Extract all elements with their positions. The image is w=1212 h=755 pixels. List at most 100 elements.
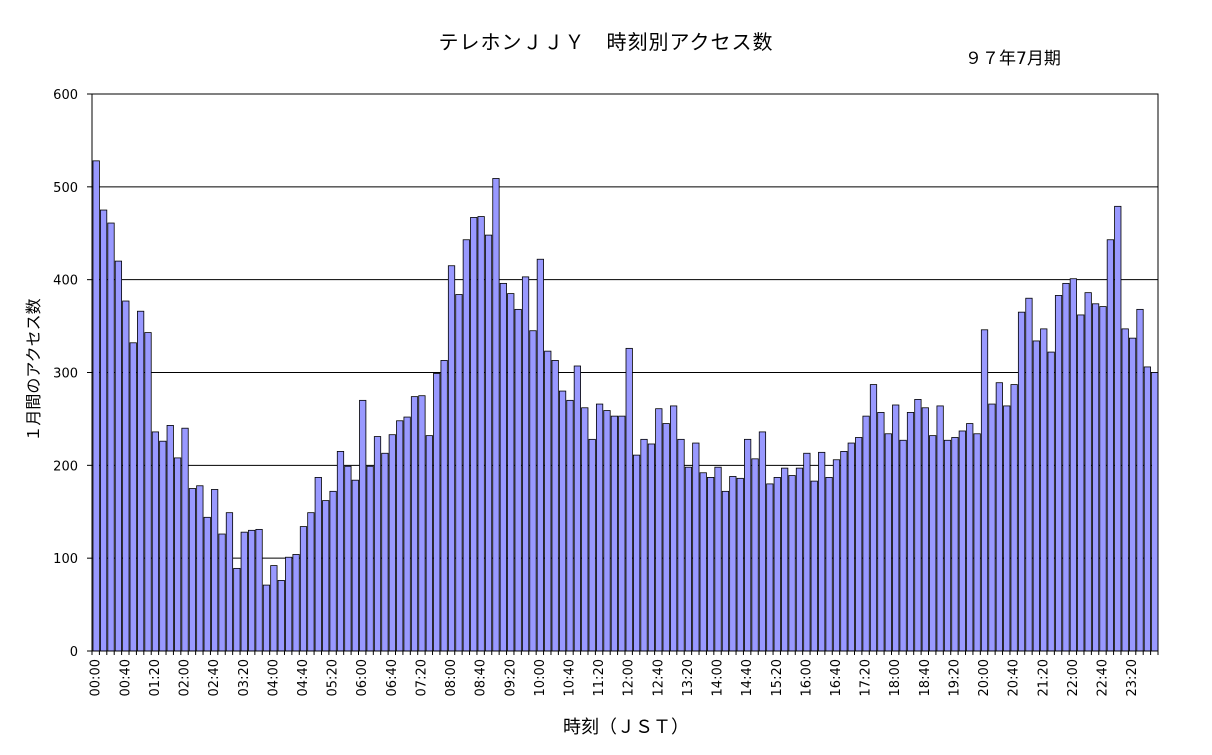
x-tick-label: 03:20 [237,659,252,696]
x-tick-label: 05:20 [326,659,341,696]
bar-1240 [655,408,663,652]
bar-0030 [114,260,123,652]
bar-0630 [381,452,389,652]
x-tick-label: 08:40 [474,659,489,696]
bar-0730 [425,435,433,652]
x-tick-label: 16:00 [799,659,814,696]
bar-0600 [359,399,367,652]
bar-0310 [233,567,241,652]
bar-1810 [899,439,907,652]
bar-2130 [1047,351,1055,652]
bar-0500 [314,476,322,652]
bar-0320 [240,531,248,652]
bar-1600 [803,452,811,652]
bar-1150 [618,415,626,652]
bar-0330 [248,529,256,652]
bar-1040 [566,399,574,652]
bar-1420 [729,476,737,652]
y-tick-label: 100 [53,552,78,567]
bar-0520 [329,490,337,652]
bar-0710 [410,396,419,652]
bar-1940 [966,423,974,652]
x-tick-label: 15:20 [770,659,785,696]
x-tick-label: 20:00 [977,659,992,696]
bar-0810 [455,294,463,652]
bar-1100 [581,407,589,652]
y-tick-label: 300 [53,367,78,382]
bar-0220 [196,485,204,652]
bar-2030 [1003,405,1011,652]
bar-0230 [203,516,211,652]
bar-0800 [447,265,456,652]
bar-0820 [462,239,470,652]
bar-0150 [174,457,182,652]
bar-1000 [536,258,544,652]
bar-1520 [773,476,781,652]
bar-0420 [285,556,293,652]
bar-0240 [211,489,219,652]
bar-1910 [943,439,952,652]
x-tick-label: 22:40 [1095,659,1110,696]
x-tick-label: 01:20 [148,659,163,696]
y-tick-label: 400 [53,274,78,289]
bar-1450 [751,458,759,652]
x-axis-label: 時刻（ＪＳＴ） [563,717,689,738]
bar-0440 [299,526,308,652]
x-tick-label: 00:40 [118,659,133,696]
bar-0620 [373,436,382,652]
bar-1110 [588,438,596,652]
bar-0410 [277,580,285,652]
bar-1200 [625,347,633,652]
x-tick-label: 14:40 [740,659,755,696]
x-tick-label: 06:00 [355,659,370,696]
bar-0110 [144,332,152,652]
y-tick-label: 500 [53,181,78,196]
bar-0850 [484,234,493,652]
bar-1710 [855,437,863,652]
bar-2050 [1017,311,1026,652]
bar-0900 [492,178,500,652]
bar-1920 [951,437,959,652]
bar-0100 [137,310,145,652]
bar-1440 [744,438,752,652]
bar-0830 [470,217,478,652]
bar-2040 [1010,384,1018,652]
bar-1350 [707,476,715,652]
chart-subtitle: ９７年7月期 [965,49,1061,69]
bar-1900 [936,405,944,652]
x-tick-label: 18:00 [888,659,903,696]
bar-0640 [388,434,396,652]
bar-2140 [1054,295,1063,652]
bar-0200 [181,427,189,652]
bar-1130 [603,410,611,652]
x-tick-label: 19:20 [947,659,962,696]
x-tick-label: 16:40 [829,659,844,696]
bar-1930 [958,430,966,652]
x-tick-label: 12:00 [622,659,637,696]
bar-1750 [884,433,892,652]
x-tick-label: 10:40 [562,659,577,696]
bar-0510 [322,500,330,652]
bar-2300 [1114,205,1122,652]
bar-0430 [292,554,300,652]
bar-0910 [499,282,507,652]
bar-2100 [1025,297,1033,652]
bar-2220 [1084,292,1092,652]
bar-0840 [477,216,485,652]
x-tick-label: 11:20 [592,659,607,696]
bar-0950 [529,330,537,652]
bar-1250 [662,423,670,652]
bar-1610 [810,480,818,652]
x-tick-label: 02:40 [207,659,222,696]
y-tick-label: 200 [53,459,78,474]
bar-0040 [122,300,130,652]
x-tick-label: 00:00 [89,659,104,696]
chart-title: テレホンＪＪＹ 時刻別アクセス数 [438,30,774,54]
bar-0050 [129,342,137,652]
bar-2120 [1040,328,1048,652]
bar-0610 [366,465,374,652]
bar-0250 [218,533,226,652]
y-tick-label: 600 [53,88,78,103]
x-tick-label: 13:20 [681,659,696,696]
bar-1120 [595,403,604,652]
